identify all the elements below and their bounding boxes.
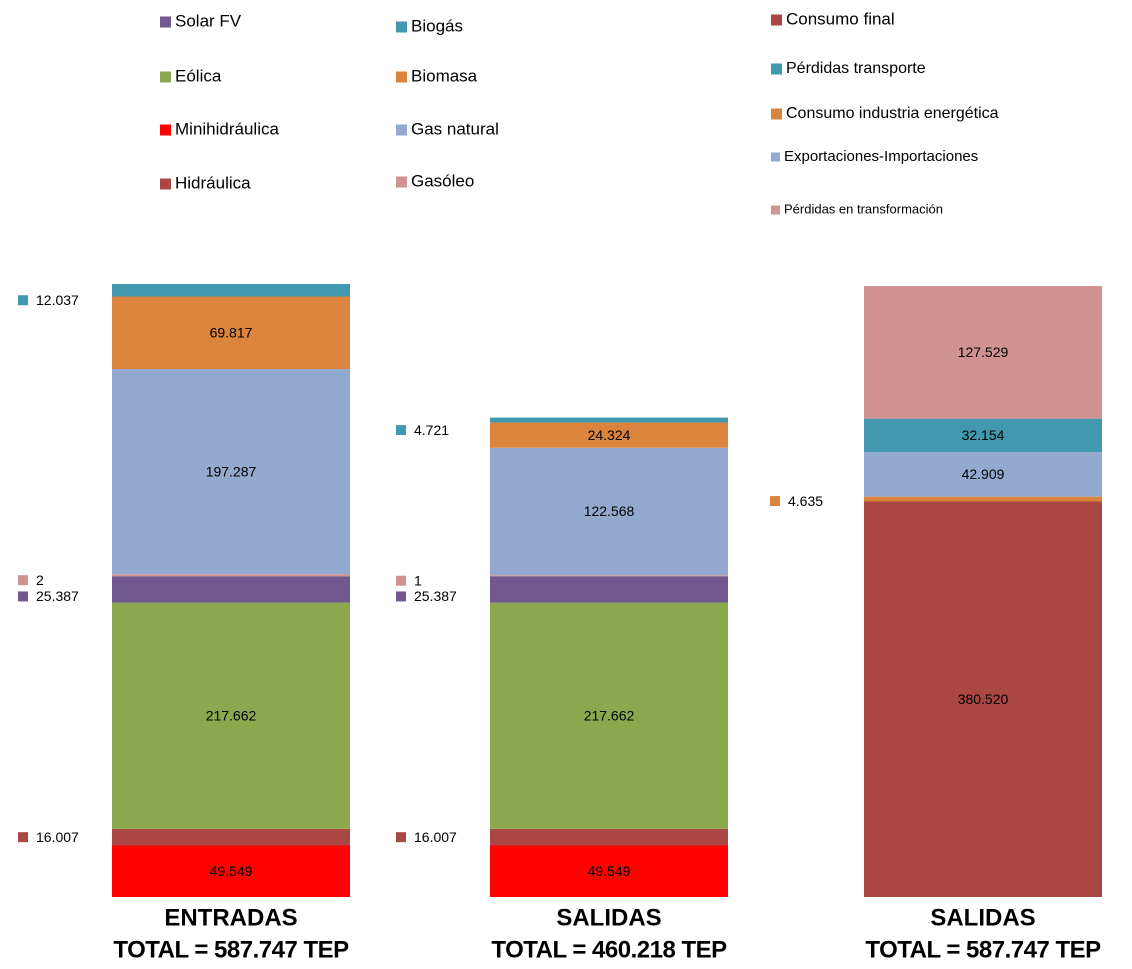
legend-swatch <box>771 108 782 120</box>
legend-label: Consumo industria energética <box>786 105 999 122</box>
category-label: SALIDAS <box>556 904 661 931</box>
bar-segment <box>490 576 728 603</box>
category-label: SALIDAS <box>930 904 1035 931</box>
legend-swatch <box>160 71 171 83</box>
legend-label: Minihidráulica <box>175 119 279 138</box>
bar-segment <box>864 286 1102 419</box>
legend-swatch <box>396 124 407 136</box>
value-label: 16.007 <box>414 829 457 845</box>
bar-segment <box>112 576 350 603</box>
bar-segment <box>490 845 728 897</box>
bar-segment <box>864 418 1102 453</box>
value-label: 217.662 <box>584 707 635 723</box>
legend-label: Gas natural <box>411 119 499 138</box>
value-label: 4.635 <box>788 493 823 509</box>
bar-segment <box>490 602 728 829</box>
bar-segment <box>112 574 350 577</box>
legend-label: Hidráulica <box>175 173 251 192</box>
value-label: 4.721 <box>414 422 449 438</box>
value-label: 122.568 <box>584 503 635 519</box>
bar-segment <box>112 828 350 846</box>
legend-label: Solar FV <box>175 11 242 30</box>
bar-segment <box>112 845 350 897</box>
value-label-marker <box>18 832 28 843</box>
bar-segment <box>864 452 1102 497</box>
legend-label: Pérdidas en transformación <box>784 201 943 216</box>
legend-label: Biogás <box>411 16 463 35</box>
value-label: 217.662 <box>206 707 257 723</box>
bar-segment <box>490 828 728 846</box>
value-label: 32.154 <box>962 427 1005 443</box>
legend-swatch <box>396 21 407 33</box>
value-label: 380.520 <box>958 691 1009 707</box>
total-label: TOTAL = 587.747 TEP <box>113 936 349 963</box>
legend-swatch <box>771 205 780 215</box>
value-label: 12.037 <box>36 292 79 308</box>
category-label: ENTRADAS <box>164 904 297 931</box>
value-label-marker <box>770 496 780 507</box>
legend-label: Exportaciones-Importaciones <box>784 148 978 165</box>
value-label: 197.287 <box>206 463 257 479</box>
legend-swatch <box>160 178 171 190</box>
total-label: TOTAL = 587.747 TEP <box>865 936 1101 963</box>
bar-segment <box>864 496 1102 502</box>
value-label: 1 <box>414 572 422 588</box>
legend-label: Biomasa <box>411 66 478 85</box>
value-label: 2 <box>36 572 44 588</box>
value-label: 25.387 <box>414 588 457 604</box>
legend-label: Pérdidas transporte <box>786 60 926 77</box>
value-label: 16.007 <box>36 829 79 845</box>
legend-swatch <box>160 16 171 28</box>
legend-swatch <box>396 71 407 83</box>
value-label-marker <box>18 295 28 306</box>
bar-segment <box>112 296 350 370</box>
value-label-marker <box>396 832 406 843</box>
legend-swatch <box>160 124 171 136</box>
value-label-marker <box>396 575 406 586</box>
legend-label: Consumo final <box>786 9 895 28</box>
bar-segment <box>112 369 350 575</box>
total-label: TOTAL = 460.218 TEP <box>491 936 727 963</box>
value-label-marker <box>18 591 28 602</box>
value-label: 25.387 <box>36 588 79 604</box>
legend-swatch <box>771 152 780 162</box>
bar-segment <box>490 422 728 448</box>
bar-segment <box>112 284 350 297</box>
value-label: 69.817 <box>210 324 253 340</box>
value-label: 127.529 <box>958 344 1009 360</box>
value-label: 49.549 <box>210 863 253 879</box>
value-label-marker <box>18 575 28 586</box>
value-label: 49.549 <box>588 863 631 879</box>
bar-segment <box>112 602 350 829</box>
bar-segment <box>490 447 728 576</box>
bar-segment <box>490 575 728 577</box>
legend-swatch <box>771 14 782 26</box>
value-label: 24.324 <box>588 427 631 443</box>
bar-segment <box>490 417 728 423</box>
bar-segment <box>864 501 1102 897</box>
value-label-marker <box>396 425 406 436</box>
legend-swatch <box>771 63 782 75</box>
legend-label: Gasóleo <box>411 171 474 190</box>
legend-label: Eólica <box>175 66 222 85</box>
legend-swatch <box>396 176 407 188</box>
value-label: 42.909 <box>962 466 1005 482</box>
value-label-marker <box>396 591 406 602</box>
